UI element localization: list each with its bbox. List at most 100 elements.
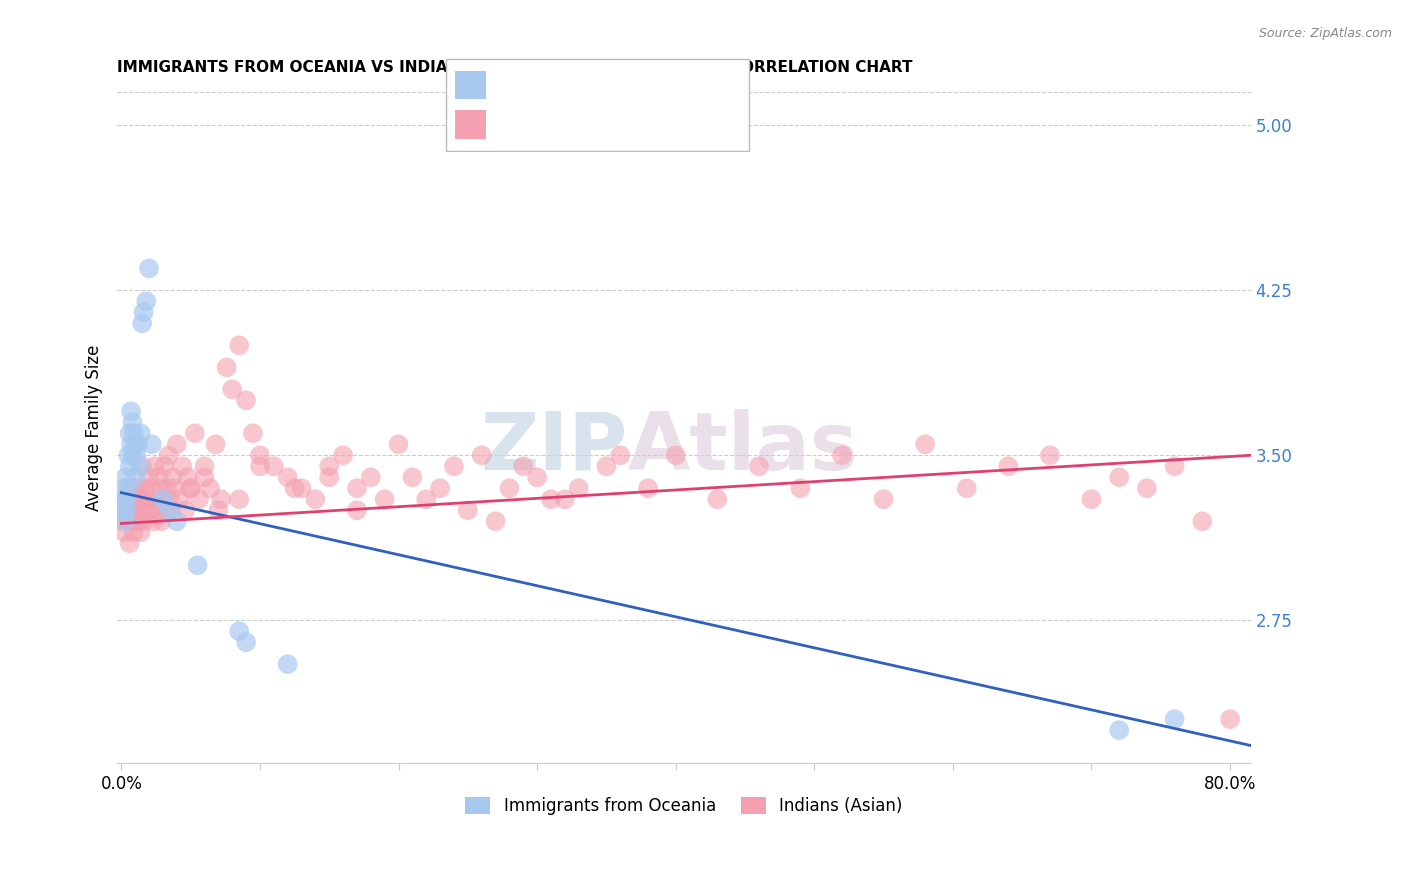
Point <box>249 459 271 474</box>
Point <box>177 470 200 484</box>
Point <box>637 481 659 495</box>
Point <box>127 437 149 451</box>
Point <box>209 492 232 507</box>
Point <box>146 503 169 517</box>
Point <box>120 492 142 507</box>
Point <box>139 503 162 517</box>
Point <box>228 492 250 507</box>
Point <box>115 492 138 507</box>
Point <box>131 492 153 507</box>
Point <box>128 459 150 474</box>
Point <box>118 536 141 550</box>
Point <box>135 503 157 517</box>
Point <box>595 459 617 474</box>
Point <box>290 481 312 495</box>
Point <box>277 657 299 672</box>
Point <box>121 415 143 429</box>
Point <box>131 316 153 330</box>
Point <box>141 481 163 495</box>
Point <box>318 459 340 474</box>
Text: ZIP: ZIP <box>479 409 627 487</box>
Point <box>121 481 143 495</box>
Point <box>160 503 183 517</box>
Point <box>1136 481 1159 495</box>
Point <box>180 481 202 495</box>
Point <box>118 459 141 474</box>
Point <box>665 448 688 462</box>
Point <box>526 470 548 484</box>
Point <box>159 492 181 507</box>
Point <box>304 492 326 507</box>
Point <box>540 492 562 507</box>
Point <box>132 305 155 319</box>
Point <box>228 338 250 352</box>
Point <box>332 448 354 462</box>
Point <box>1163 712 1185 726</box>
Legend: Immigrants from Oceania, Indians (Asian): Immigrants from Oceania, Indians (Asian) <box>458 790 910 822</box>
Point <box>401 470 423 484</box>
Point <box>120 437 142 451</box>
Point <box>125 503 148 517</box>
Point <box>568 481 591 495</box>
Point <box>346 481 368 495</box>
Point <box>956 481 979 495</box>
Point <box>221 382 243 396</box>
Point <box>172 459 194 474</box>
Point <box>831 448 853 462</box>
Text: R =: R = <box>495 77 527 92</box>
Point <box>1080 492 1102 507</box>
Point <box>163 481 186 495</box>
Point <box>997 459 1019 474</box>
Point <box>789 481 811 495</box>
Point <box>132 514 155 528</box>
Point <box>207 503 229 517</box>
Point <box>374 492 396 507</box>
Point <box>498 481 520 495</box>
Point <box>142 514 165 528</box>
Point <box>153 459 176 474</box>
Point <box>228 624 250 639</box>
Point <box>706 492 728 507</box>
Point <box>141 437 163 451</box>
Point <box>184 426 207 441</box>
Text: 0.111: 0.111 <box>536 116 582 131</box>
Point <box>122 503 145 517</box>
Point <box>145 492 167 507</box>
Point <box>112 492 135 507</box>
Point <box>152 492 174 507</box>
Point <box>112 481 135 495</box>
Point <box>249 448 271 462</box>
Point <box>235 635 257 649</box>
Point <box>484 514 506 528</box>
Point <box>138 261 160 276</box>
Text: Source: ZipAtlas.com: Source: ZipAtlas.com <box>1258 27 1392 40</box>
Point <box>188 492 211 507</box>
Point <box>124 470 146 484</box>
Point <box>129 503 152 517</box>
Point <box>1108 723 1130 738</box>
Point <box>117 448 139 462</box>
Point <box>127 514 149 528</box>
Point <box>193 459 215 474</box>
Point <box>117 481 139 495</box>
Point <box>1163 459 1185 474</box>
Y-axis label: Average Family Size: Average Family Size <box>86 344 103 511</box>
Bar <box>456 71 486 99</box>
Text: R =: R = <box>495 116 527 131</box>
Point <box>131 459 153 474</box>
Point <box>150 514 173 528</box>
Point <box>387 437 409 451</box>
Point <box>114 514 136 528</box>
Point <box>111 514 134 528</box>
Point <box>114 470 136 484</box>
Point <box>125 481 148 495</box>
Point <box>748 459 770 474</box>
Text: -0.308: -0.308 <box>536 77 588 92</box>
Point <box>284 481 307 495</box>
Point <box>1219 712 1241 726</box>
Point <box>162 470 184 484</box>
Point <box>124 437 146 451</box>
Point <box>872 492 894 507</box>
Point <box>166 437 188 451</box>
Point <box>155 503 177 517</box>
